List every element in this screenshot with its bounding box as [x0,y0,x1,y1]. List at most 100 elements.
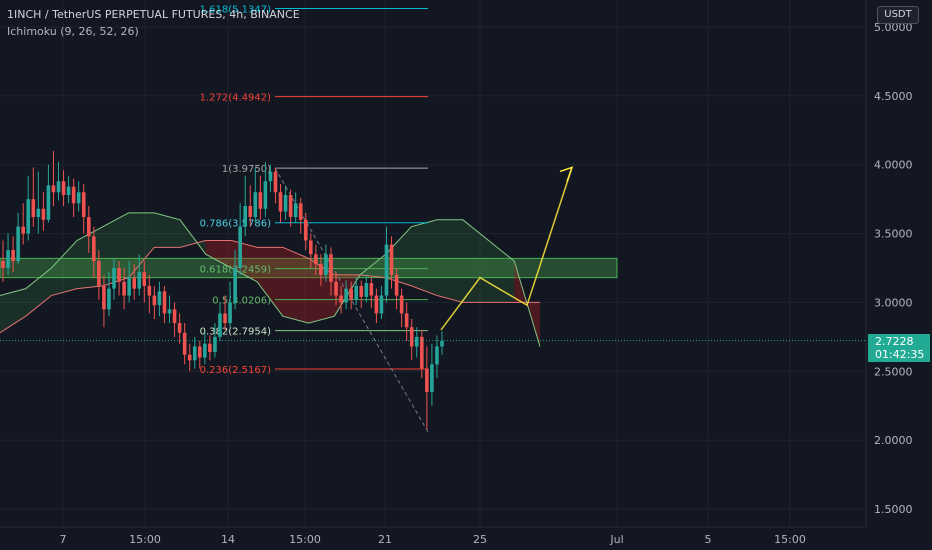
projection-path[interactable] [440,166,574,331]
current-price-value: 2.7228 [875,335,914,348]
current-price-label: 2.7228 01:42:35 [868,334,930,362]
candle-up [218,313,222,337]
candle-down [71,186,76,204]
fib-level-label: 1(3.9750) [222,164,271,175]
price-tick-label: 4.5000 [874,90,913,103]
price-axis[interactable]: 1.5000 2.0000 2.5000 3.0000 3.5000 4.0000 4.50… [865,0,913,527]
price-tick-label: 3.0000 [874,296,913,309]
cloud-segment-bullish [411,219,438,296]
candle-down [92,236,96,262]
time-tick-label: 5 [705,533,712,546]
candle-down [298,203,303,220]
fib-level-label: 0.236(2.5167) [200,365,272,376]
time-tick-label: 25 [473,533,487,546]
cloud-segment-bullish [51,240,78,296]
candle-down [369,283,374,296]
candle-down [31,199,36,218]
candle-down [404,313,409,328]
candle-down [389,244,394,275]
candle-down [409,327,414,347]
candle-down [51,185,56,193]
candle-up [46,185,51,220]
candle-up [107,288,111,310]
candle-down [303,219,308,241]
candle-down [41,208,46,220]
candle-down [152,295,157,306]
candle-down [319,263,323,275]
cloud-segment-bullish [488,240,515,303]
cloud-segment-bullish [437,219,463,303]
projection-arrow-path [440,167,573,331]
candle-up [157,291,162,306]
cloud-segment-bearish [308,258,335,324]
cloud-segment-bullish [102,212,129,286]
cloud-segment-bullish [462,219,489,303]
candle-up [414,336,419,347]
candle-up [344,288,348,303]
candle-up [137,272,142,289]
candle-down [420,336,424,369]
candle-down [374,295,379,314]
candle-down [334,281,338,296]
price-tick-label: 2.0000 [874,434,913,447]
arrow-head-icon [559,166,574,182]
time-tick-label: 14 [221,533,235,546]
candle-down [278,192,283,212]
candles [0,150,866,430]
candle-down [61,181,66,196]
candle-down [359,285,364,297]
senkou-span-b [0,239,540,334]
candle-up [6,250,10,268]
candle-down [394,274,399,296]
candle-down [177,323,182,333]
ichimoku-cloud [0,212,541,347]
cloud-segment-bullish [128,212,155,278]
candle-up [203,343,207,358]
time-tick-label: 15:00 [289,533,321,546]
cloud-segment-bearish [257,247,283,317]
candle-down [197,346,202,358]
candle-down [172,309,177,324]
candle-down [142,272,147,286]
fib-level-label: 0.5(3.0206) [212,296,271,307]
candle-up [435,346,439,365]
candle-up [253,192,258,218]
candle-down [399,295,404,314]
candle-down [122,281,126,296]
cloud-segment-bullish [0,288,26,333]
cloud-segment-bullish [25,268,52,317]
candle-up [127,277,131,296]
candle-down [1,261,5,268]
time-tick-label: 15:00 [774,533,806,546]
candle-down [314,254,318,264]
candle-down [208,343,212,353]
candle-down [425,368,429,392]
time-tick-label: 7 [60,533,67,546]
candle-up [440,340,444,347]
candle-down [288,195,293,218]
time-axis[interactable]: 7 15:00 14 15:00 21 25 Jul 5 15:00 [0,526,866,546]
price-tick-label: 1.5000 [874,503,913,516]
candle-up [238,226,242,268]
candle-down [81,192,86,218]
candle-down [349,288,353,300]
candle-up [364,283,369,297]
candle-up [268,171,273,182]
candle-down [97,261,101,286]
candle-down [21,226,25,234]
cloud-segment-bullish [360,254,386,278]
candle-down [187,354,192,361]
indicator-label[interactable]: Ichimoku (9, 26, 52, 26) [7,25,139,38]
currency-badge[interactable]: USDT [877,6,919,24]
candle-up [228,302,232,324]
chart-title: 1INCH / TetherUS PERPETUAL FUTURES, 4h, … [7,8,300,21]
candle-down [309,240,313,255]
time-tick-label: Jul [609,533,623,546]
candle-up [243,206,248,227]
candle-up [263,181,268,209]
fib-level-label: 0.382(2.7954) [200,327,272,338]
fib-retracement[interactable]: 1.618(5.1347) 1.272(4.4942) 1(3.9750) 0.786… [200,4,429,433]
bar-countdown: 01:42:35 [875,348,925,361]
fib-level-label: 1.272(4.4942) [200,93,272,104]
